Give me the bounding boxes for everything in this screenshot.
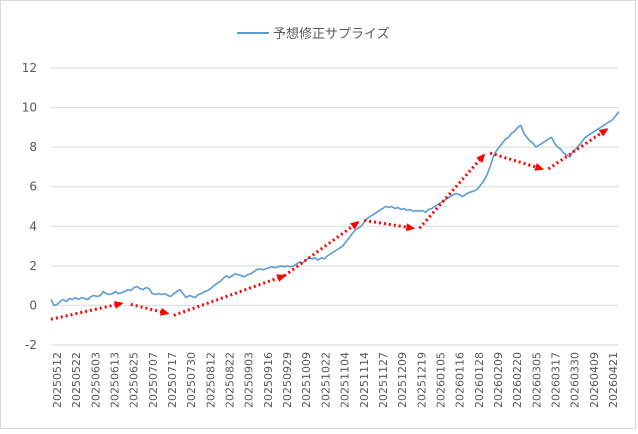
x-tick-label: 20251219 [415, 352, 428, 408]
gridlines [51, 67, 619, 346]
trend-arrow [547, 128, 609, 171]
annotation-arrows [50, 128, 609, 321]
x-tick-label: 20251022 [319, 352, 332, 408]
x-axis-tick-labels: 20250512 20250522 20250603 20250613 20250625… [51, 352, 620, 408]
x-tick-label: 20260330 [569, 352, 582, 408]
y-tick-label: 6 [29, 180, 37, 194]
x-tick-label: 20260421 [607, 352, 620, 408]
y-axis-tick-labels: -2 0 2 4 6 8 10 12 [22, 61, 37, 352]
x-tick-label: 20251114 [358, 352, 371, 408]
x-tick-label: 20260409 [588, 352, 601, 408]
trend-arrow [418, 153, 486, 230]
x-tick-label: 20251209 [396, 352, 409, 408]
x-tick-label: 20260220 [511, 352, 524, 408]
trend-arrow [130, 302, 170, 316]
x-tick-label: 20250522 [70, 352, 83, 408]
legend: 予想修正サプライズ [237, 26, 390, 42]
x-tick-label: 20250613 [109, 352, 122, 408]
y-tick-label: 12 [22, 61, 37, 75]
x-tick-label: 20260317 [549, 352, 562, 408]
trend-arrow [283, 221, 360, 277]
series-group [50, 111, 620, 307]
trend-arrow [363, 218, 416, 232]
x-tick-label: 20250903 [243, 352, 256, 408]
trend-arrow [489, 151, 545, 171]
x-tick-label: 20260209 [492, 352, 505, 408]
x-tick-label: 20250717 [166, 352, 179, 408]
x-tick-label: 20250512 [51, 352, 64, 408]
x-tick-label: 20250730 [185, 352, 198, 408]
x-tick-label: 20260116 [454, 352, 467, 408]
y-tick-label: 10 [22, 101, 37, 115]
x-tick-label: 20250929 [281, 352, 294, 408]
x-tick-label: 20250812 [204, 352, 217, 408]
x-tick-label: 20250707 [147, 352, 160, 408]
x-tick-label: 20250625 [128, 352, 141, 408]
x-tick-label: 20251127 [377, 352, 390, 408]
x-tick-label: 20260105 [434, 352, 447, 408]
y-tick-label: 8 [29, 140, 37, 154]
y-tick-label: -2 [25, 338, 37, 352]
x-tick-label: 20250822 [224, 352, 237, 408]
x-tick-label: 20260128 [473, 352, 486, 408]
y-tick-label: 0 [29, 298, 37, 312]
x-tick-label: 20251009 [300, 352, 313, 408]
series-line [50, 111, 620, 307]
x-tick-label: 20250916 [262, 352, 275, 408]
x-tick-label: 20251104 [339, 352, 352, 408]
y-tick-label: 4 [29, 219, 37, 233]
trend-arrow [50, 301, 124, 321]
x-tick-label: 20250603 [89, 352, 102, 408]
x-tick-label: 20260305 [530, 352, 543, 408]
y-tick-label: 2 [29, 259, 37, 273]
legend-label: 予想修正サプライズ [273, 26, 390, 42]
